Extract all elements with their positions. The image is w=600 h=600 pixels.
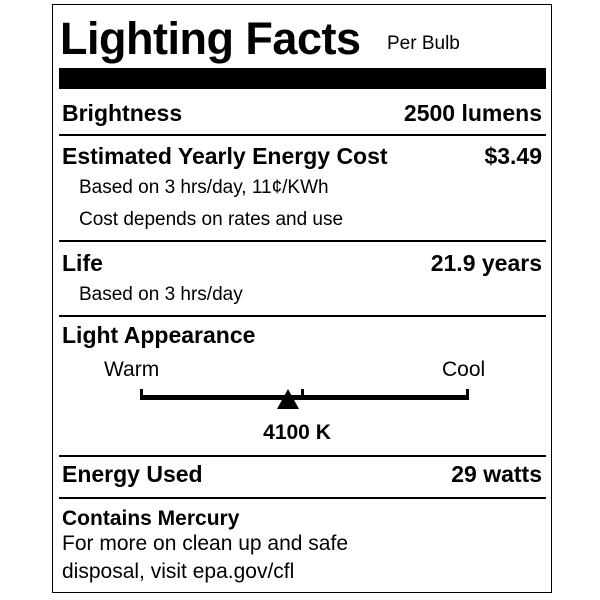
scale-tick [301,389,304,400]
mercury-note-1: For more on clean up and safe [62,532,349,555]
color-temperature-value: 4100 K [263,421,331,444]
energy-used-label: Energy Used [62,461,203,487]
label-title: Lighting Facts [60,13,361,64]
header-bar [59,68,546,89]
life-note: Based on 3 hrs/day [79,284,243,305]
scale-tick [466,389,469,400]
brightness-label: Brightness [62,100,183,126]
mercury-note-2: disposal, visit epa.gov/cfl [62,560,295,583]
life-label: Life [62,250,103,276]
cool-label: Cool [442,358,486,381]
energy-cost-note-1: Based on 3 hrs/day, 11¢/KWh [79,177,329,198]
divider [59,455,546,457]
scale-tick [140,389,143,400]
color-temperature-scale [140,395,469,400]
temperature-marker-icon [277,389,300,409]
energy-cost-value: $3.49 [484,143,542,169]
brightness-value: 2500 lumens [403,100,542,126]
label-subtitle: Per Bulb [387,33,460,54]
lighting-facts-label [52,4,552,593]
energy-cost-note-2: Cost depends on rates and use [79,209,344,230]
energy-used-value: 29 watts [451,461,542,487]
life-value: 21.9 years [430,250,542,276]
warm-label: Warm [104,358,160,381]
energy-cost-label: Estimated Yearly Energy Cost [62,143,388,169]
divider [59,315,546,317]
divider [59,497,546,499]
divider [59,240,546,242]
mercury-label: Contains Mercury [62,507,240,530]
light-appearance-label: Light Appearance [62,322,256,348]
divider [59,134,546,136]
